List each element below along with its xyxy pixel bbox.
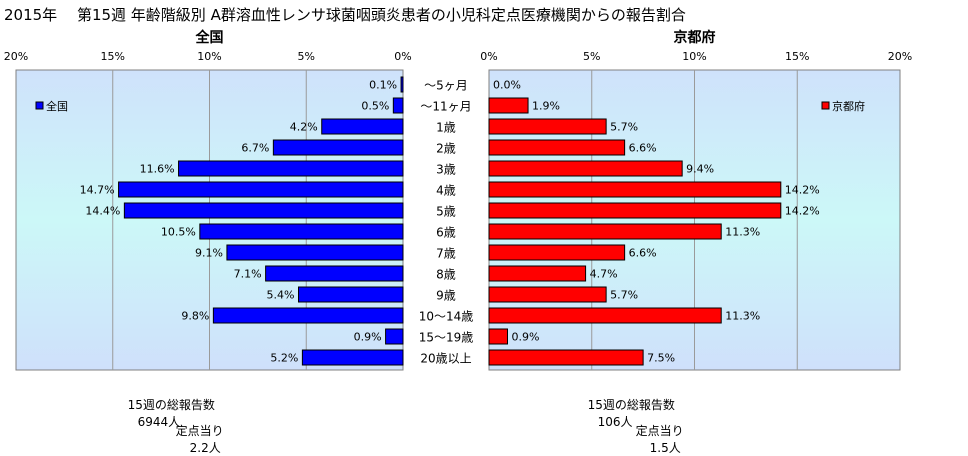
category-label: ～11ヶ月 [420,100,471,114]
data-label: 14.2% [785,184,820,197]
chart-title: 2015年 第15週 年齢階級別 A群溶血性レンサ球菌咽頭炎患者の小児科定点医療… [4,6,686,24]
bar [488,160,683,177]
data-label: 11.3% [725,310,760,323]
data-label: 6.7% [241,142,269,155]
data-label: 5.7% [610,121,638,134]
category-label: 9歳 [436,289,456,303]
category-label: 10～14歳 [419,310,474,324]
category-label: ～5ヶ月 [424,79,468,93]
bar [118,181,404,198]
bar [488,328,508,345]
x-tick-label: 10% [682,50,706,63]
data-label: 0.9% [511,331,539,344]
category-label: 1歳 [436,121,456,135]
data-label: 7.1% [234,268,262,281]
kyoto-per-value: 1.5人 [649,441,681,455]
bar [265,265,404,282]
data-label: 0.9% [354,331,382,344]
population-pyramid-chart: 2015年 第15週 年齢階級別 A群溶血性レンサ球菌咽頭炎患者の小児科定点医療… [4,6,912,371]
data-label: 0.5% [361,100,389,113]
x-tick-label: 5% [298,50,315,63]
bar [392,97,404,114]
category-label: 5歳 [436,205,456,219]
category-label: 20歳以上 [420,352,471,366]
data-label: 0.1% [369,79,397,92]
legend-swatch [821,101,830,110]
data-label: 14.2% [785,205,820,218]
bar [226,244,404,261]
footer-national-per-site: 定点当り 2.2人 [168,408,224,456]
panel-heading: 全国 [195,29,224,46]
data-label: 4.7% [590,268,618,281]
legend-label: 京都府 [832,99,865,113]
data-label: 14.7% [80,184,115,197]
bar [488,244,626,261]
data-label: 11.6% [140,163,175,176]
bar [298,286,404,303]
x-tick-label: 5% [583,50,600,63]
category-label: 4歳 [436,184,456,198]
bar [488,181,782,198]
national-total-label: 15週の総報告数 [127,398,215,412]
bar [199,223,404,240]
bar [400,76,404,93]
legend-label: 全国 [46,99,68,113]
national-per-label: 定点当り [175,424,224,438]
kyoto-total-value: 106人 [597,415,633,429]
data-label: 5.2% [270,352,298,365]
footer-kyoto-per-site: 定点当り 1.5人 [628,408,684,456]
footer-kyoto-total: 15週の総報告数 106人 [580,382,675,430]
x-tick-label: 0% [480,50,497,63]
bar [385,328,404,345]
kyoto-per-label: 定点当り [635,424,684,438]
data-label: 5.4% [267,289,295,302]
data-label: 10.5% [161,226,196,239]
data-label: 6.6% [629,142,657,155]
x-tick-label: 10% [197,50,221,63]
data-label: 7.5% [647,352,675,365]
category-label: 15～19歳 [419,331,474,345]
bar [488,286,607,303]
category-label: 6歳 [436,226,456,240]
data-label: 5.7% [610,289,638,302]
footer-national-total: 15週の総報告数 6944人 [120,382,215,430]
x-tick-label: 20% [4,50,28,63]
data-label: 9.4% [686,163,714,176]
data-label: 11.3% [725,226,760,239]
x-tick-label: 15% [785,50,809,63]
category-label: 3歳 [436,163,456,177]
bar [488,202,782,219]
data-label: 4.2% [290,121,318,134]
bar [488,118,607,135]
category-label: 7歳 [436,247,456,261]
national-per-value: 2.2人 [189,441,221,455]
bar [301,349,404,366]
bar [488,223,722,240]
x-tick-label: 20% [888,50,912,63]
bar [488,139,626,156]
data-label: 1.9% [532,100,560,113]
category-label: 8歳 [436,268,456,282]
data-label: 0.0% [493,79,521,92]
kyoto-total-label: 15週の総報告数 [587,398,675,412]
bar [488,97,529,114]
x-tick-label: 0% [394,50,411,63]
x-tick-label: 15% [101,50,125,63]
national-total-value: 6944人 [137,415,181,429]
data-label: 6.6% [629,247,657,260]
bar [178,160,404,177]
panel-heading: 京都府 [674,29,716,46]
data-label: 9.1% [195,247,223,260]
bar [321,118,404,135]
legend-swatch [35,101,44,110]
bar [488,265,587,282]
bar [123,202,404,219]
bar [272,139,404,156]
data-label: 14.4% [85,205,120,218]
data-label: 9.8% [181,310,209,323]
bar [212,307,404,324]
bar [488,349,644,366]
bar [488,307,722,324]
category-label: 2歳 [436,142,456,156]
